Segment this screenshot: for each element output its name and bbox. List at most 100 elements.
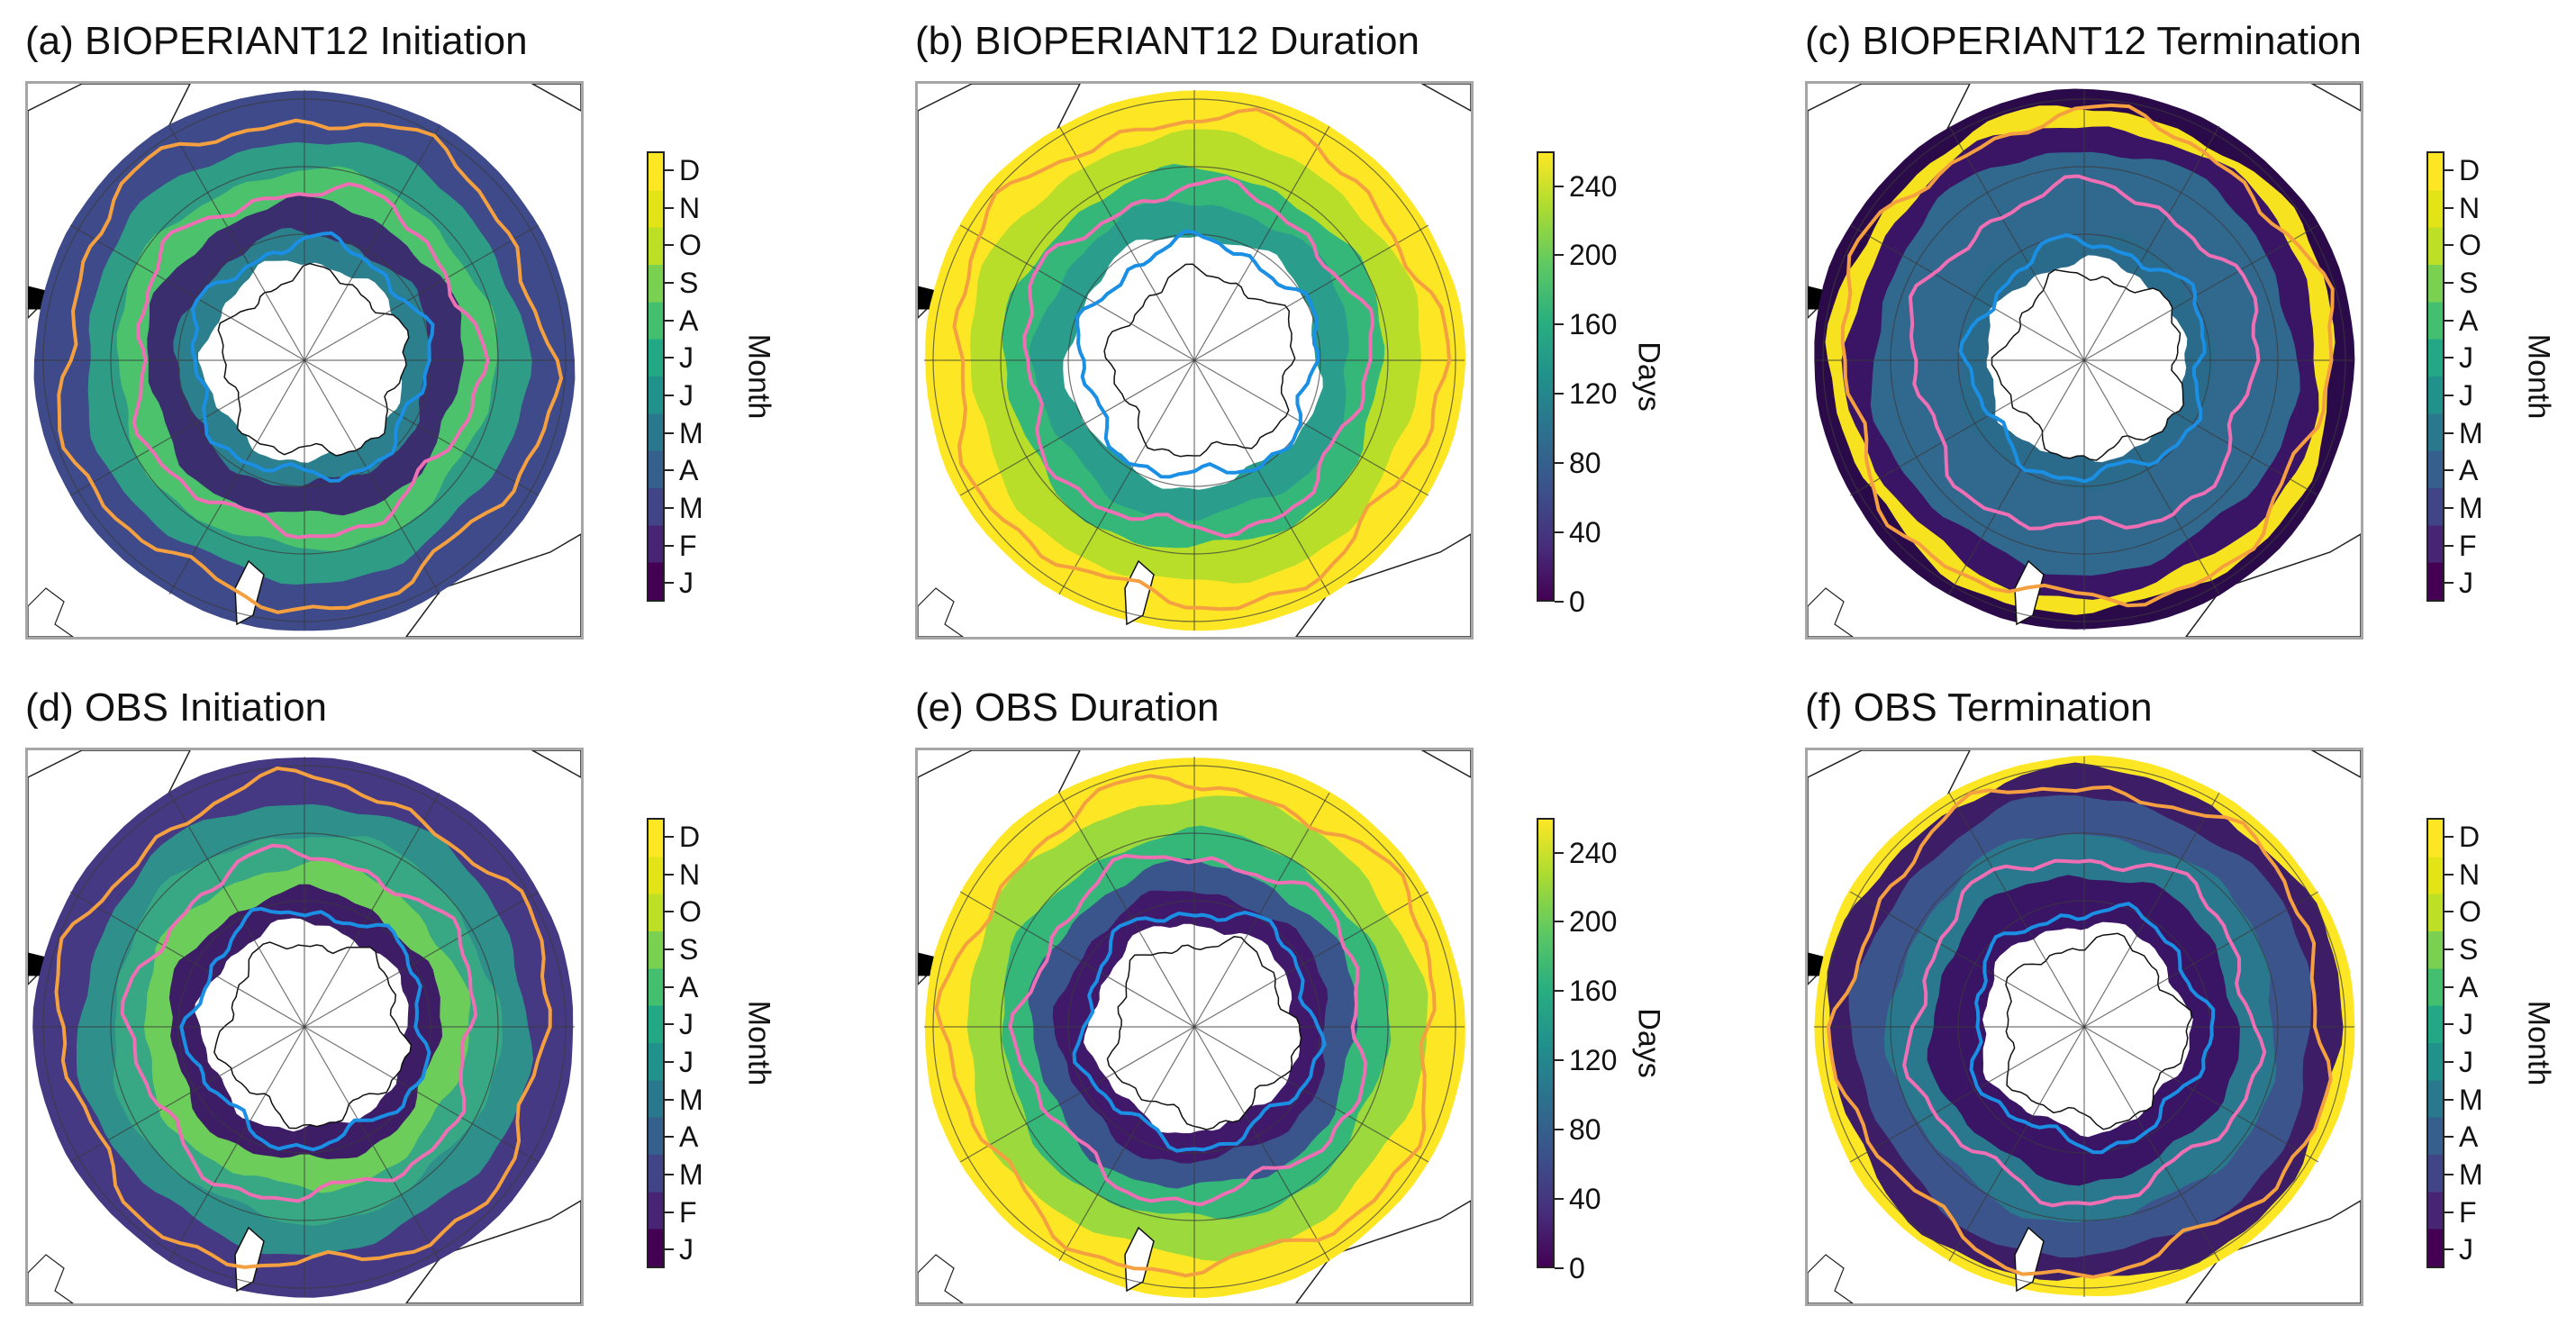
colorbar: J F M A M J J A S O N D Month (647, 818, 782, 1268)
tick-mark (2444, 948, 2454, 950)
panel-title: (e) OBS Duration (915, 685, 1220, 730)
sea-ice-edge-contour (179, 906, 431, 1152)
tick-mark (2444, 206, 2454, 209)
tick-label: 0 (1569, 1252, 1585, 1284)
antarctica-land (217, 262, 410, 457)
tick-mark (1555, 921, 1564, 923)
tick-mark (665, 835, 674, 838)
map-panel: (d) OBS Initiation J F M A M J J A S O N D Month (25, 685, 791, 1315)
new-zealand-land (234, 1226, 265, 1293)
tick-mark (2444, 319, 2454, 322)
tick-label: 40 (1569, 516, 1601, 549)
tick-label: M (679, 416, 703, 449)
tick-label: M (679, 1157, 703, 1191)
tick-mark (665, 544, 674, 547)
map-frame (915, 81, 1474, 640)
tick-label: J (679, 378, 694, 412)
colorbar: J F M A M J J A S O N D Month (2426, 151, 2562, 602)
colorbar: J F M A M J J A S O N D Month (647, 151, 782, 602)
tick-mark (1555, 323, 1564, 326)
meridian-line (959, 224, 1429, 496)
tick-mark (665, 319, 674, 322)
tick-mark (665, 281, 674, 284)
tick-label: A (679, 304, 699, 337)
tick-mark (665, 948, 674, 950)
tick-label: A (2459, 970, 2479, 1003)
tick-label: J (679, 1045, 694, 1078)
islands (28, 1254, 75, 1303)
polar-front-contour (1908, 174, 2261, 531)
islands (918, 1254, 965, 1303)
tick-label: D (679, 820, 701, 853)
subtropical-front-contour (1840, 103, 2335, 608)
sea-ice-edge-contour (190, 231, 435, 483)
tick-mark (665, 1173, 674, 1175)
tick-mark (2444, 1136, 2454, 1139)
antarctica-land (2005, 932, 2193, 1130)
tick-label: N (679, 858, 701, 891)
subtropical-front-contour (1826, 785, 2333, 1279)
tick-mark (665, 394, 674, 396)
africa-land (1420, 84, 1471, 112)
polar-map (918, 750, 1471, 1303)
subtropical-front-contour (54, 766, 552, 1269)
tick-mark (2444, 1211, 2454, 1213)
map-frame (1805, 748, 2363, 1306)
tick-mark (665, 431, 674, 434)
tick-mark (2444, 506, 2454, 509)
tick-label: 160 (1569, 308, 1618, 341)
tick-label: 0 (1569, 585, 1585, 618)
colorbar-label: Month (2521, 333, 2556, 420)
africa-land (1420, 750, 1471, 778)
tick-label: F (2459, 1195, 2477, 1229)
tick-label: J (679, 341, 694, 375)
tick-label: A (679, 970, 699, 1003)
tick-mark (1555, 185, 1564, 187)
tick-label: J (679, 1233, 694, 1266)
tick-mark (2444, 544, 2454, 547)
tick-mark (665, 911, 674, 913)
tick-label: J (2459, 1045, 2473, 1078)
tick-label: D (679, 153, 701, 186)
tick-mark (1555, 254, 1564, 257)
tick-label: M (2459, 1083, 2483, 1116)
tick-label: 80 (1569, 1113, 1601, 1147)
africa-land (2310, 84, 2361, 112)
islands (1808, 587, 1855, 637)
polar-front-contour (1902, 858, 2267, 1208)
tick-label: A (679, 454, 699, 487)
antarctica-land (1991, 268, 2184, 461)
tick-mark (2444, 431, 2454, 434)
polar-front-contour (1008, 853, 1368, 1207)
sea-ice-edge-contour (1075, 229, 1320, 479)
tick-label: F (2459, 529, 2477, 562)
colorbar-strip (2426, 151, 2444, 602)
tick-mark (2444, 582, 2454, 585)
panel-title: (c) BIOPERIANT12 Termination (1805, 19, 2362, 63)
map-panel: (b) BIOPERIANT12 Duration 0 40 80 120 160 200 2… (915, 18, 1681, 649)
tick-mark (2444, 911, 2454, 913)
tick-label: F (679, 1195, 697, 1229)
tick-label: M (2459, 1157, 2483, 1191)
polar-front-contour (132, 182, 490, 540)
tick-mark (665, 506, 674, 509)
tick-mark (2444, 873, 2454, 876)
islands (918, 587, 965, 637)
tick-mark (665, 873, 674, 876)
colorbar-strip (647, 151, 665, 602)
tick-label: N (679, 191, 701, 224)
tick-mark (665, 357, 674, 359)
tick-label: 240 (1569, 836, 1618, 869)
tick-label: 40 (1569, 1183, 1601, 1216)
tick-label: 120 (1569, 1044, 1618, 1077)
colorbar: 0 40 80 120 160 200 240 Days (1537, 818, 1672, 1284)
tick-mark (2444, 394, 2454, 396)
tick-label: S (2459, 932, 2479, 966)
tick-mark (1555, 851, 1564, 854)
tick-mark (1555, 1129, 1564, 1131)
map-frame (25, 81, 584, 640)
tick-mark (1555, 1267, 1564, 1269)
polar-map (28, 750, 581, 1303)
map-panel: (f) OBS Termination J F M A M J J A S O N D Month (1805, 685, 2571, 1315)
map-frame (1805, 81, 2363, 640)
